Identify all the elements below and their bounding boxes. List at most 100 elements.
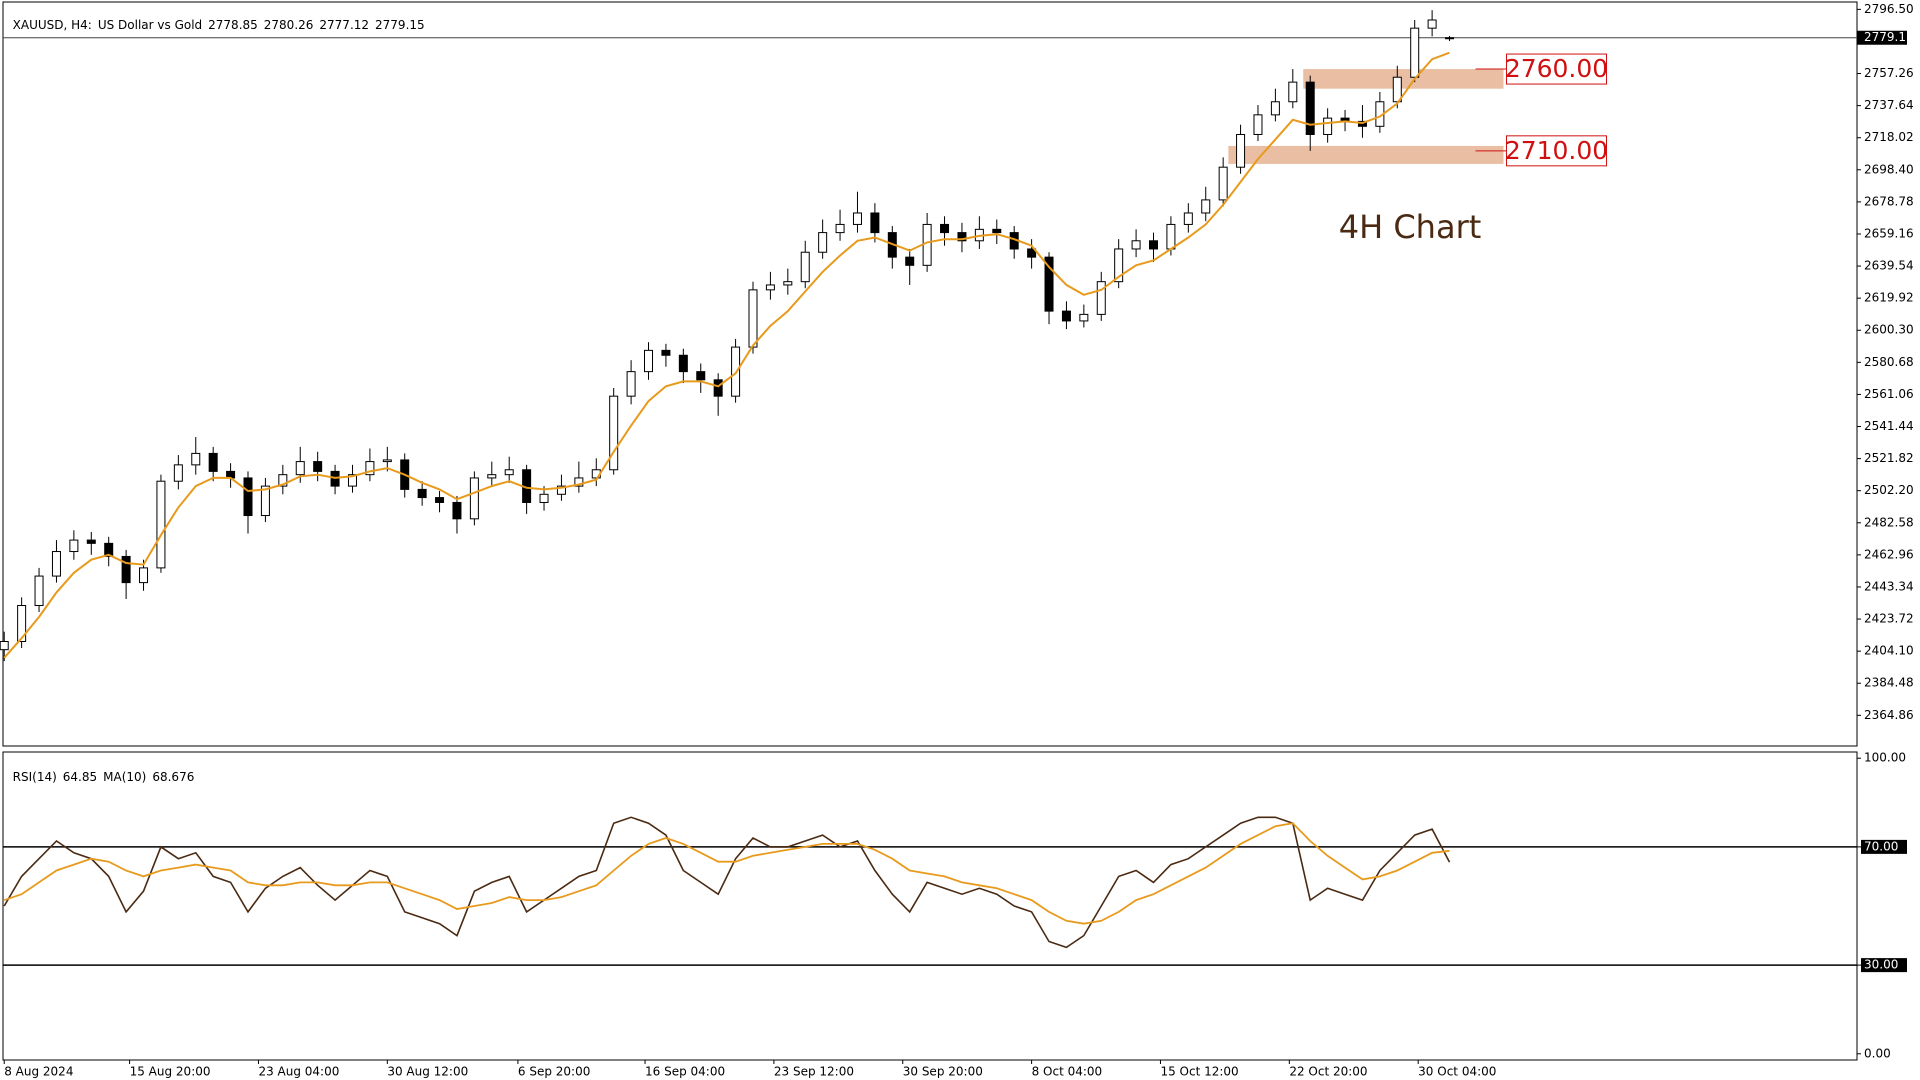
y-tick-label: 2502.20 (1864, 483, 1914, 497)
rsi-pane (2, 751, 1858, 1061)
candle-body (435, 497, 445, 503)
y-tick-label: 2757.26 (1864, 66, 1914, 80)
rsi-y-tick-label: 100.00 (1864, 751, 1906, 765)
x-tick-label: 16 Sep 04:00 (645, 1065, 725, 1079)
main-pane (2, 1, 1858, 747)
last-open: 2778.85 (208, 18, 258, 32)
candle-body (783, 281, 793, 286)
candle-body (208, 452, 218, 472)
candle-body (452, 501, 462, 520)
x-tick-label: 8 Oct 04:00 (1032, 1065, 1103, 1079)
candle-body (835, 223, 845, 234)
y-tick-label: 2659.16 (1864, 226, 1914, 240)
x-tick-label: 30 Oct 04:00 (1418, 1065, 1496, 1079)
rsi-y-tick-label: 30.00 (1864, 958, 1898, 972)
candle-body (417, 488, 427, 499)
candle-body (69, 539, 79, 553)
moving-average (3, 51, 1450, 659)
candle-body (34, 575, 44, 607)
y-tick-label: 2600.30 (1864, 323, 1914, 337)
candle-body (1061, 310, 1071, 322)
x-tick-label: 6 Sep 20:00 (518, 1065, 590, 1079)
description: US Dollar vs Gold (97, 18, 203, 32)
candle-body (1079, 313, 1089, 322)
y-tick-label: 2678.78 (1864, 194, 1914, 208)
x-tick-label: 15 Oct 12:00 (1160, 1065, 1238, 1079)
candle-body (1096, 281, 1106, 315)
candle-body (1114, 248, 1124, 283)
candle-body (609, 395, 619, 471)
candle-body (539, 493, 549, 503)
candle-body (1288, 81, 1298, 103)
candle-body (278, 474, 288, 487)
rsi-last: 64.85 (62, 770, 98, 784)
candle-body (1218, 166, 1228, 201)
rsi-ma-line (3, 822, 1450, 925)
candle-body (173, 464, 183, 482)
price-tag-label: 2779.15 (1864, 30, 1914, 44)
level-label: 2760.00 (1505, 54, 1608, 83)
candle-body (504, 469, 514, 476)
y-tick-label: 2482.58 (1864, 515, 1914, 529)
candle-body (556, 485, 566, 495)
y-tick-label: 2619.92 (1864, 291, 1914, 305)
last-low: 2777.12 (319, 18, 370, 32)
candle-body (1427, 19, 1437, 29)
rsi-ma-last: 68.676 (152, 770, 195, 784)
candle-body (713, 379, 723, 397)
y-tick-label: 2462.96 (1864, 547, 1914, 561)
rsi-header: RSI(14) 64.85 MA(10) 68.676 (5, 756, 200, 784)
candle-body (1131, 240, 1141, 250)
y-tick-label: 2521.82 (1864, 451, 1914, 465)
x-tick-label: 30 Sep 20:00 (903, 1065, 983, 1079)
rsi-label: RSI(14) (12, 770, 57, 784)
candle-body (678, 354, 688, 373)
candle-body (1305, 81, 1315, 135)
candle-body (156, 480, 166, 569)
annotation: 4H Chart (1339, 208, 1482, 246)
candle-body (748, 289, 758, 348)
candle-body (1323, 117, 1333, 135)
rsi-y-tick-label: 70.00 (1864, 839, 1898, 853)
candle-body (313, 461, 323, 472)
candle-body (1027, 248, 1037, 258)
candle-body (626, 371, 636, 397)
y-tick-label: 2404.10 (1864, 644, 1914, 658)
candle-body (1044, 256, 1054, 312)
y-tick-label: 2796.50 (1864, 2, 1914, 16)
candle-body (139, 567, 149, 584)
y-tick-label: 2443.34 (1864, 579, 1914, 593)
symbol: XAUUSD, H4: (12, 18, 92, 32)
rsi-y-tick-label: 0.00 (1864, 1046, 1891, 1060)
rsi-tick-highlight (1861, 839, 1907, 854)
x-tick-label: 22 Oct 20:00 (1289, 1065, 1367, 1079)
y-tick-label: 2718.02 (1864, 130, 1914, 144)
candle-body (1410, 27, 1420, 78)
candle-body (104, 542, 114, 557)
level-label: 2710.00 (1505, 136, 1608, 165)
candle-body (86, 539, 96, 544)
candle-body (852, 212, 862, 225)
candle-body (574, 477, 584, 487)
price-tag (1857, 30, 1907, 45)
candle-body (487, 474, 497, 479)
candle-body (644, 349, 654, 373)
candle-body (1166, 223, 1176, 250)
candle-body (1149, 240, 1159, 250)
candle-body (191, 452, 201, 466)
candle-body (940, 223, 950, 234)
candle-body (922, 223, 932, 266)
y-tick-label: 2561.06 (1864, 387, 1914, 401)
candle-body (818, 232, 828, 253)
y-tick-label: 2364.86 (1864, 708, 1914, 722)
x-tick-label: 23 Aug 04:00 (258, 1065, 339, 1079)
price-header: XAUUSD, H4: US Dollar vs Gold 2778.85 2780.… (5, 4, 431, 32)
candle-body (1183, 212, 1193, 225)
x-tick-label: 15 Aug 20:00 (130, 1065, 211, 1079)
candle-body (696, 371, 706, 381)
level-label-box (1506, 53, 1608, 85)
y-tick-label: 2698.40 (1864, 162, 1914, 176)
candle-body (800, 251, 810, 283)
support-zone (1228, 145, 1504, 164)
